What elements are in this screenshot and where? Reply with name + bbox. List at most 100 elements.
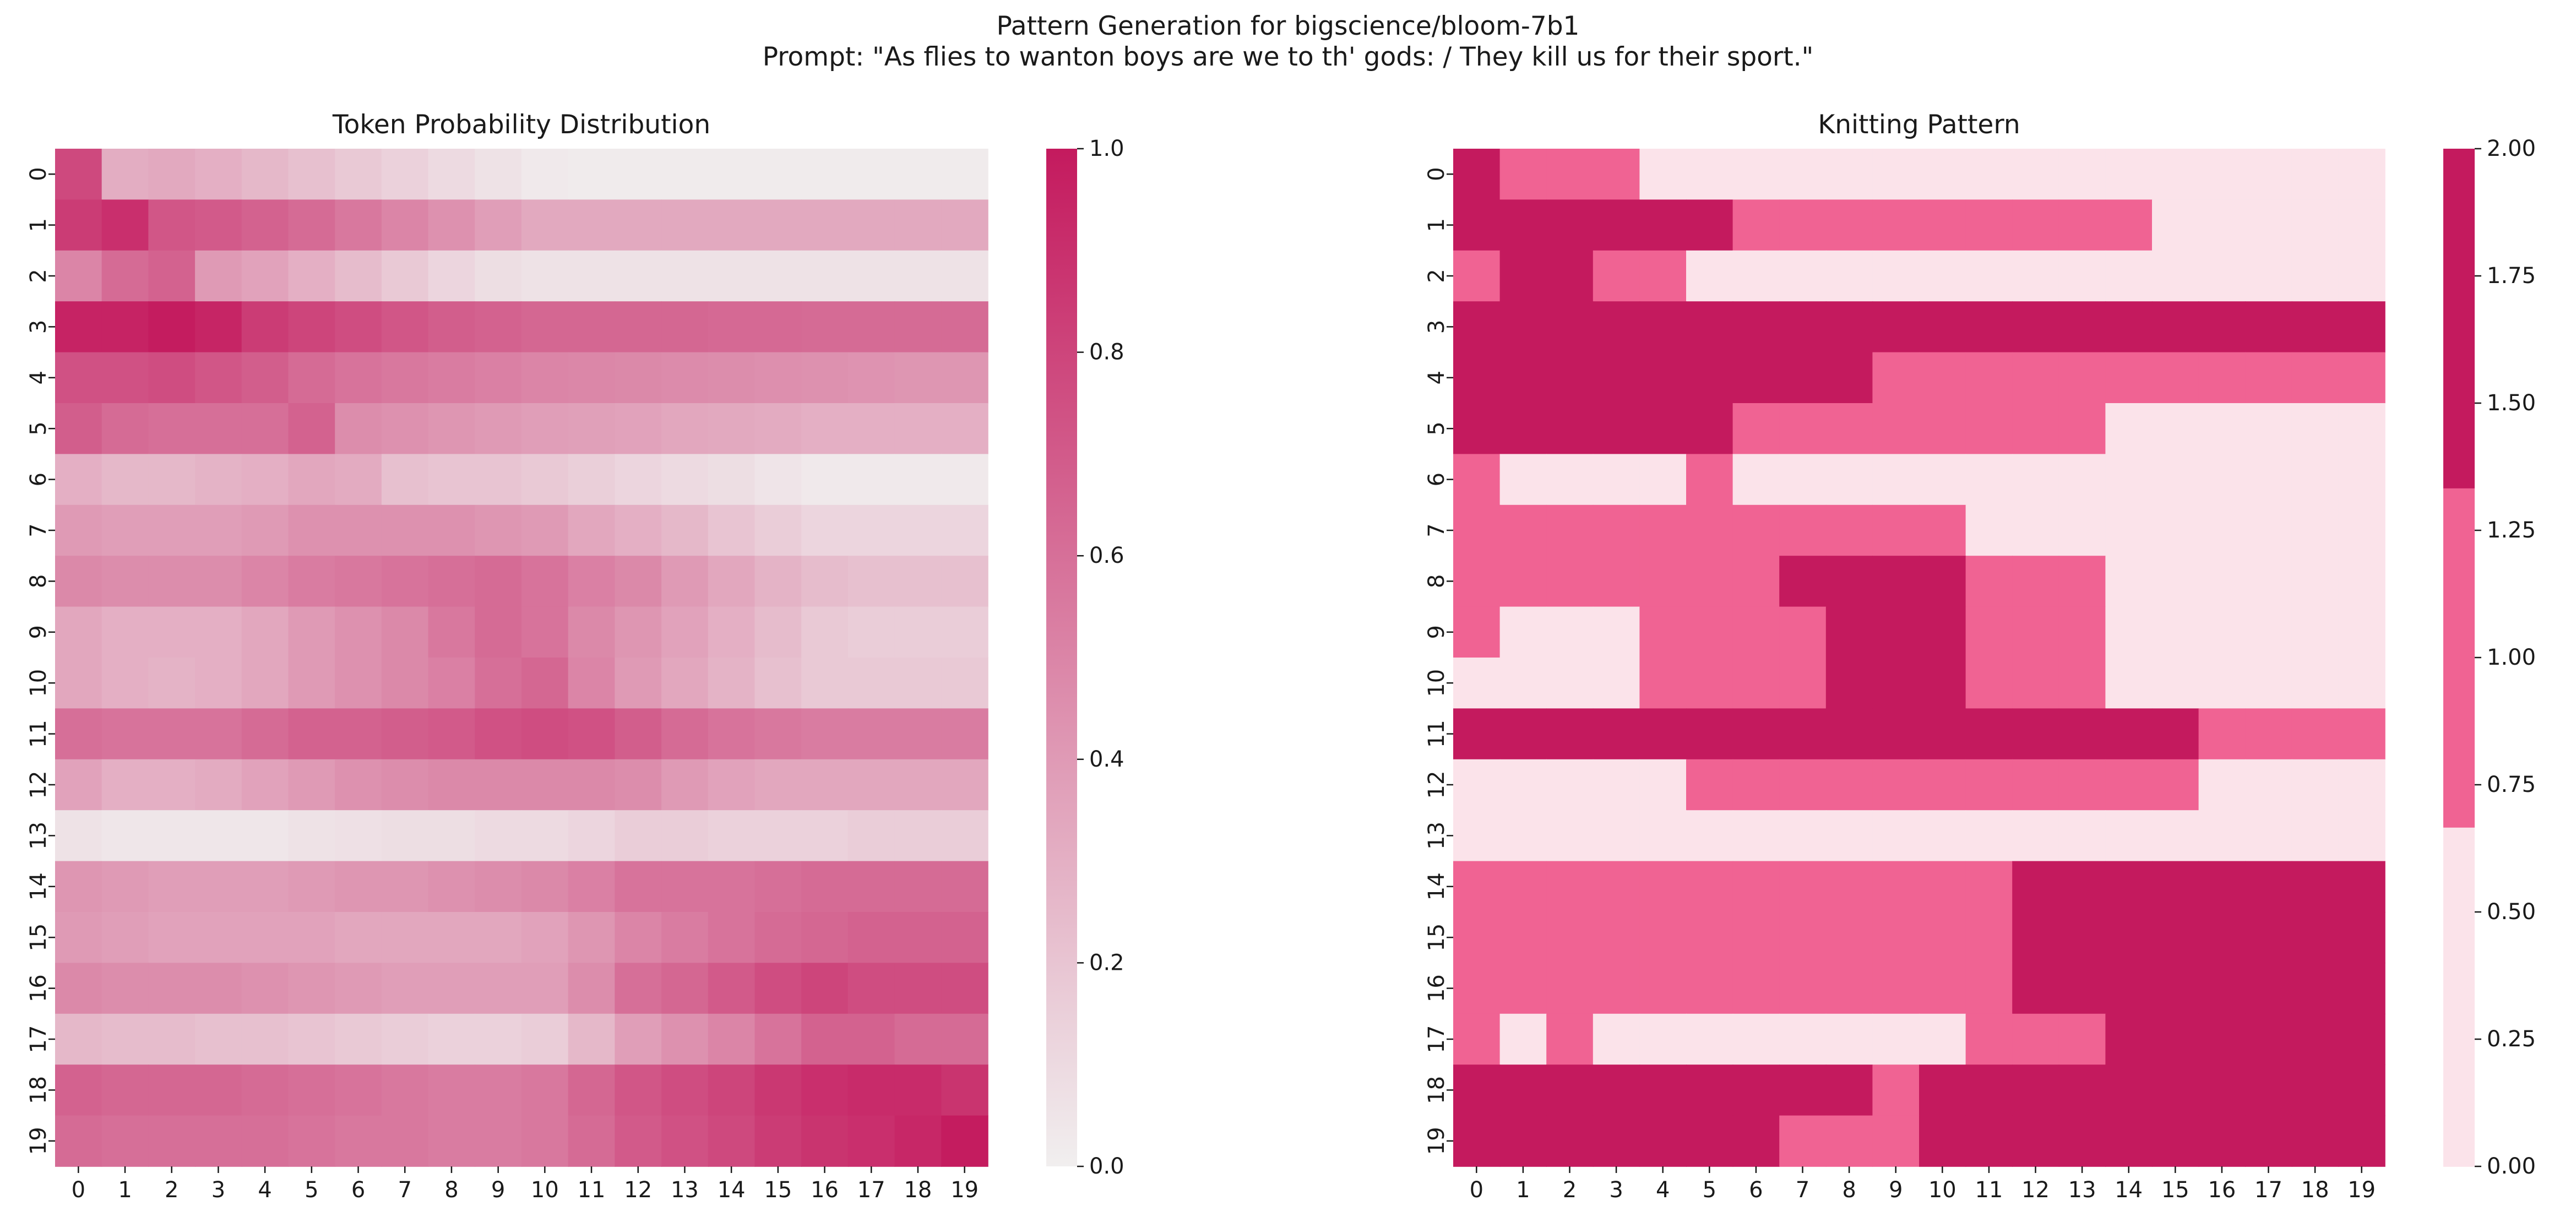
knit-cell-r19-c7 <box>1779 1115 1827 1167</box>
prob-cell-r12-c6 <box>335 759 382 811</box>
prob-cell-r19-c4 <box>241 1115 289 1167</box>
knit-cell-r7-c19 <box>2338 504 2385 556</box>
knit-cell-r10-c8 <box>1825 658 1873 709</box>
prob-cell-r13-c5 <box>288 810 335 862</box>
knit-cell-r19-c5 <box>1686 1115 1733 1167</box>
prob-cell-r8-c15 <box>754 556 802 607</box>
prob-cell-r7-c1 <box>101 504 149 556</box>
prob-cell-r17-c14 <box>708 1013 756 1065</box>
knit-cell-r1-c19 <box>2338 199 2385 251</box>
prob-cell-r11-c15 <box>754 708 802 760</box>
knit-cell-r13-c18 <box>2291 810 2339 862</box>
knit-cell-r0-c17 <box>2245 149 2292 200</box>
knit-cell-r8-c15 <box>2152 556 2199 607</box>
prob-cell-r17-c19 <box>941 1013 988 1065</box>
knit-cell-r14-c7 <box>1779 861 1827 913</box>
prob-cell-r9-c0 <box>55 606 102 658</box>
knit-cell-r16-c8 <box>1825 963 1873 1014</box>
knit-cell-r13-c3 <box>1593 810 1640 862</box>
knit-cell-r17-c17 <box>2245 1013 2292 1065</box>
knit-cell-r16-c18 <box>2291 963 2339 1014</box>
prob-cell-r2-c19 <box>941 250 988 302</box>
knit-cell-r4-c18 <box>2291 352 2339 404</box>
prob-cell-r13-c7 <box>381 810 429 862</box>
prob-cell-r0-c10 <box>521 149 569 200</box>
prob-colorbar-tick-label: 0.8 <box>1089 340 1124 365</box>
prob-cell-r12-c4 <box>241 759 289 811</box>
prob-cell-r6-c1 <box>101 454 149 506</box>
knit-cell-r9-c7 <box>1779 606 1827 658</box>
knit-cell-r14-c13 <box>2058 861 2106 913</box>
prob-cell-r7-c9 <box>475 504 522 556</box>
prob-cell-r19-c14 <box>708 1115 756 1167</box>
prob-cell-r12-c15 <box>754 759 802 811</box>
prob-cell-r3-c9 <box>475 301 522 353</box>
knit-cell-r4-c12 <box>2012 352 2059 404</box>
prob-cell-r7-c16 <box>801 504 849 556</box>
knit-cell-r9-c15 <box>2152 606 2199 658</box>
knit-cell-r13-c15 <box>2152 810 2199 862</box>
knit-cell-r3-c13 <box>2058 301 2106 353</box>
knit-cell-r9-c9 <box>1872 606 1920 658</box>
knit-cell-r1-c13 <box>2058 199 2106 251</box>
prob-ytick-label: 5 <box>26 421 51 435</box>
knit-cell-r3-c17 <box>2245 301 2292 353</box>
knit-xtick-label: 16 <box>2208 1177 2236 1203</box>
prob-ytick-label: 16 <box>26 974 51 1002</box>
knit-cell-r10-c7 <box>1779 658 1827 709</box>
prob-cell-r4-c9 <box>475 352 522 404</box>
prob-cell-r19-c0 <box>55 1115 102 1167</box>
knit-cell-r10-c15 <box>2152 658 2199 709</box>
prob-cell-r0-c16 <box>801 149 849 200</box>
knit-cell-r10-c17 <box>2245 658 2292 709</box>
prob-cell-r16-c11 <box>568 963 616 1014</box>
knit-cell-r17-c13 <box>2058 1013 2106 1065</box>
knit-cell-r14-c15 <box>2152 861 2199 913</box>
knit-cell-r16-c5 <box>1686 963 1733 1014</box>
prob-cell-r17-c0 <box>55 1013 102 1065</box>
prob-cell-r14-c17 <box>847 861 895 913</box>
knit-cell-r5-c0 <box>1453 403 1501 455</box>
knit-cell-r9-c8 <box>1825 606 1873 658</box>
knit-cell-r10-c16 <box>2198 658 2246 709</box>
prob-cell-r16-c8 <box>428 963 476 1014</box>
knit-cell-r18-c1 <box>1499 1065 1547 1116</box>
knit-cell-r4-c6 <box>1732 352 1780 404</box>
prob-ytick-label: 18 <box>26 1076 51 1104</box>
prob-cell-r8-c6 <box>335 556 382 607</box>
prob-cell-r2-c18 <box>894 250 942 302</box>
prob-cell-r5-c19 <box>941 403 988 455</box>
prob-cell-r13-c9 <box>475 810 522 862</box>
knit-colorbar-tick-label: 0.25 <box>2487 1027 2536 1052</box>
prob-cell-r7-c13 <box>661 504 709 556</box>
prob-cell-r5-c12 <box>615 403 662 455</box>
prob-cell-r16-c15 <box>754 963 802 1014</box>
knit-cell-r15-c7 <box>1779 912 1827 964</box>
knit-cell-r3-c14 <box>2105 301 2153 353</box>
knit-cell-r14-c17 <box>2245 861 2292 913</box>
knit-cell-r16-c3 <box>1593 963 1640 1014</box>
prob-cell-r2-c12 <box>615 250 662 302</box>
knit-cell-r6-c12 <box>2012 454 2059 506</box>
prob-cell-r13-c1 <box>101 810 149 862</box>
prob-cell-r2-c16 <box>801 250 849 302</box>
prob-cell-r0-c1 <box>101 149 149 200</box>
prob-cell-r3-c6 <box>335 301 382 353</box>
prob-cell-r11-c3 <box>195 708 242 760</box>
knit-xtick-label: 0 <box>1470 1177 1483 1203</box>
prob-cell-r10-c3 <box>195 658 242 709</box>
prob-cell-r17-c11 <box>568 1013 616 1065</box>
prob-cell-r4-c4 <box>241 352 289 404</box>
prob-cell-r15-c7 <box>381 912 429 964</box>
knit-cell-r19-c18 <box>2291 1115 2339 1167</box>
prob-cell-r8-c11 <box>568 556 616 607</box>
prob-cell-r14-c14 <box>708 861 756 913</box>
knit-cell-r15-c0 <box>1453 912 1501 964</box>
knit-cell-r1-c16 <box>2198 199 2246 251</box>
knit-cell-r15-c4 <box>1639 912 1687 964</box>
prob-cell-r3-c17 <box>847 301 895 353</box>
prob-cell-r19-c15 <box>754 1115 802 1167</box>
prob-cell-r6-c10 <box>521 454 569 506</box>
prob-cell-r8-c0 <box>55 556 102 607</box>
knit-cell-r15-c15 <box>2152 912 2199 964</box>
